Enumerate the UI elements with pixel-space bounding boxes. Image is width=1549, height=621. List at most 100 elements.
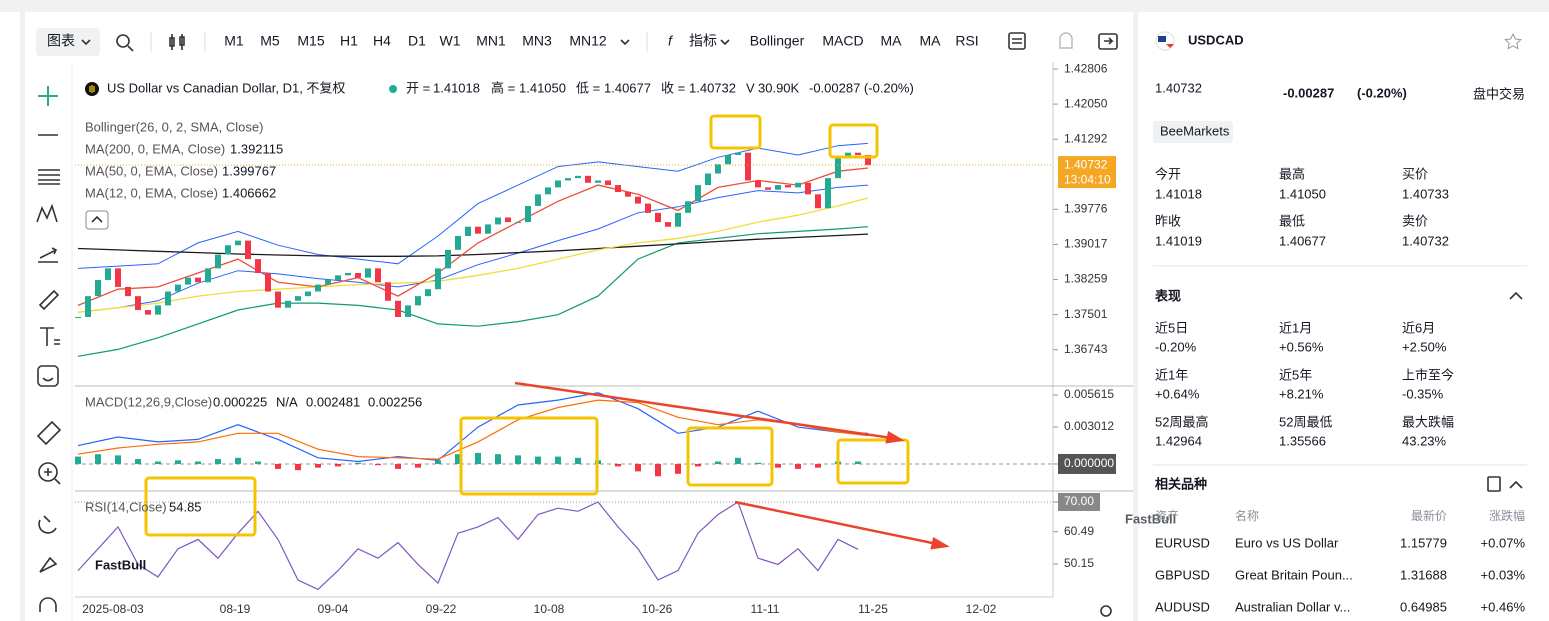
projection-tool[interactable] — [38, 247, 58, 263]
x-tick-label: 08-19 — [220, 602, 251, 616]
candle — [785, 185, 791, 188]
performance-label: 近6月 — [1402, 320, 1435, 335]
performance-value: +2.50% — [1402, 339, 1447, 354]
candle — [555, 180, 561, 188]
price: 1.40732 — [1155, 80, 1202, 95]
indicators-button[interactable]: 指标 — [689, 33, 717, 49]
highlight-box — [144, 476, 257, 537]
list-icon[interactable] — [1487, 476, 1501, 492]
chart-menu-label[interactable]: 图表 — [47, 33, 75, 49]
candle-type-icon[interactable] — [169, 34, 185, 50]
hide-tool[interactable] — [39, 597, 57, 612]
candle — [515, 222, 521, 224]
collapse-button[interactable] — [85, 210, 109, 230]
chevron[interactable] — [620, 39, 630, 46]
candle — [275, 291, 281, 308]
candle — [315, 284, 321, 292]
macd-bar — [195, 461, 201, 464]
candle — [775, 185, 781, 190]
arrow-line — [734, 500, 938, 546]
timeframe-button[interactable]: MN1 — [476, 33, 506, 49]
timeframe-button[interactable]: MN12 — [569, 33, 607, 49]
table-cell[interactable]: GBPUSD — [1155, 567, 1210, 582]
emoji-tool[interactable] — [37, 365, 59, 387]
timeframe-button[interactable]: D1 — [408, 33, 426, 49]
table-cell[interactable]: AUDUSD — [1155, 599, 1210, 614]
indicator-button[interactable]: MA — [920, 33, 942, 49]
candle — [185, 277, 191, 285]
timeframe-button[interactable]: H4 — [373, 33, 391, 49]
x-tick-label: 12-02 — [966, 602, 997, 616]
timeframe-button[interactable]: M5 — [260, 33, 280, 49]
candle — [455, 235, 461, 250]
ohlc-label: 高 = — [491, 80, 515, 95]
candle — [375, 268, 381, 283]
candle — [115, 268, 121, 287]
quote-label: 买价 — [1402, 166, 1428, 181]
macd-bar — [95, 454, 101, 464]
candle — [715, 164, 721, 174]
chart-menu-button[interactable] — [36, 28, 100, 56]
indicator-button[interactable]: MACD — [822, 33, 863, 49]
indicator-button[interactable]: MA — [881, 33, 903, 49]
collapse-chevron[interactable] — [1509, 480, 1523, 489]
pattern-tool[interactable] — [36, 203, 58, 223]
performance-label: 近1年 — [1155, 367, 1188, 382]
fx-icon[interactable]: f — [668, 33, 674, 49]
candle — [725, 155, 731, 165]
zoom-tool[interactable] — [38, 462, 58, 482]
indicator-button[interactable]: RSI — [955, 33, 978, 49]
x-tick-label: 11-11 — [751, 602, 780, 616]
macd-bar — [555, 456, 561, 464]
alert-icon[interactable] — [1059, 32, 1073, 49]
candle — [85, 296, 91, 317]
y-tick-label: 1.42806 — [1064, 61, 1108, 75]
search-icon-handle — [127, 45, 134, 52]
last-price-tag — [1058, 156, 1116, 189]
crosshair-tool[interactable] — [38, 86, 58, 106]
fullscreen-icon[interactable] — [1098, 33, 1118, 50]
timeframe-button[interactable]: H1 — [340, 33, 358, 49]
quote-label: 卖价 — [1402, 213, 1428, 228]
magnet-tool[interactable] — [38, 515, 57, 534]
macd-bar — [615, 463, 621, 467]
indicator-button[interactable]: Bollinger — [750, 33, 805, 49]
fib-tool[interactable] — [38, 169, 60, 185]
candle — [415, 296, 421, 306]
timeframe-button[interactable]: MN3 — [522, 33, 552, 49]
layout-icon[interactable] — [1008, 32, 1026, 50]
brush-tool[interactable] — [38, 289, 60, 311]
collapse-chevron[interactable] — [1509, 291, 1523, 300]
y-tick-label: 60.49 — [1064, 524, 1094, 538]
lock-tool[interactable] — [39, 556, 58, 573]
candle — [215, 254, 221, 269]
candle — [75, 316, 81, 318]
y-tick-label: 0.003012 — [1064, 419, 1114, 433]
text-tool[interactable] — [40, 327, 60, 346]
candle — [245, 240, 251, 260]
table-cell[interactable]: EURUSD — [1155, 535, 1210, 550]
timeframe-button[interactable]: M15 — [297, 33, 324, 49]
candle — [385, 282, 391, 301]
chevron — [720, 39, 730, 46]
macd-bar — [655, 463, 661, 477]
search-icon[interactable] — [116, 34, 130, 48]
ohlc-label: 收 = — [661, 80, 685, 95]
candle — [425, 289, 431, 297]
candle — [535, 194, 541, 206]
macd-bar — [375, 463, 381, 466]
timeframe-button[interactable]: W1 — [440, 33, 461, 49]
highlight-box — [459, 416, 599, 496]
candle — [205, 268, 211, 283]
x-tick-label: 09-04 — [318, 602, 349, 616]
favorite-star[interactable] — [1504, 32, 1522, 50]
ruler-tool[interactable] — [36, 420, 62, 446]
timeframe-button[interactable]: M1 — [224, 33, 244, 49]
candle — [815, 194, 821, 209]
price-change-pct: (-0.20%) — [1357, 85, 1407, 100]
moving-average — [77, 167, 869, 307]
performance-value: +8.21% — [1279, 386, 1324, 401]
y-tick-label: 0.005615 — [1064, 387, 1114, 401]
candle — [765, 187, 771, 190]
settings-icon[interactable] — [1100, 605, 1112, 617]
